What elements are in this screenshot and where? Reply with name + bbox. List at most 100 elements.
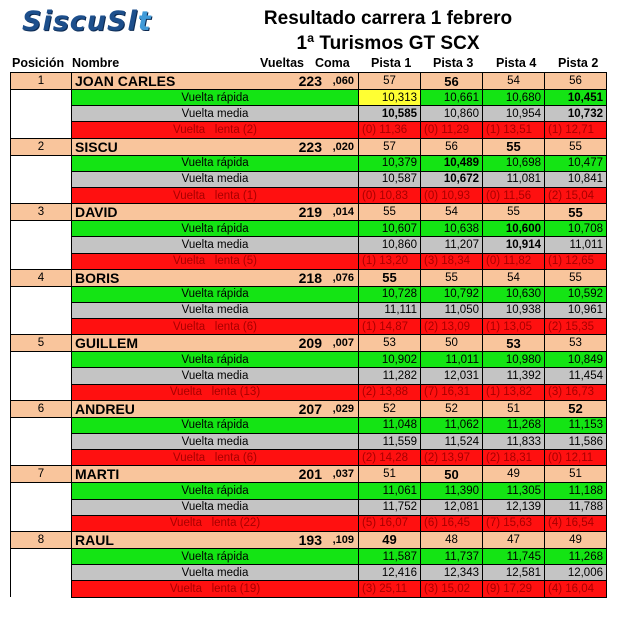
driver-name-cell: JOAN CARLES 223 ,060: [71, 72, 359, 90]
header-vueltas: Vueltas: [260, 56, 305, 70]
track-laps-cell: 57: [358, 72, 421, 90]
mean-lap-cell: 10,672: [420, 170, 483, 188]
header-pista3: Pista 3: [433, 56, 474, 70]
coma-value: ,076: [332, 271, 354, 284]
slow-lap-row: Vuelta lenta (6) (1) 14,87 (2) 13,09 (1) 13…: [10, 318, 607, 336]
fast-lap-cell: 10,592: [544, 285, 607, 303]
fast-lap-row: Vuelta rápida 10,902 11,011 10,980 10,849: [10, 351, 607, 369]
track-laps-cell: 51: [358, 465, 421, 484]
track-laps-cell: 56: [420, 72, 483, 90]
driver-row: 2 SISCU 223,020 57 56 55 55: [10, 137, 607, 156]
fast-lap-row: Vuelta rápida 11,587 11,737 11,745 11,268: [10, 547, 607, 566]
track-laps-cell: 53: [544, 334, 607, 353]
driver-name-cell: MARTI 201 ,037: [71, 465, 359, 484]
driver-row: 5 GUILLEM 209,007 53 50 53 53: [10, 334, 607, 353]
mean-lap-cell: 10,938: [482, 301, 545, 320]
fast-lap-label: Vuelta rápida: [71, 154, 359, 172]
mean-lap-cell: 11,392: [482, 367, 545, 385]
fast-lap-cell: 11,153: [544, 416, 607, 435]
track-laps-cell: 56: [544, 72, 607, 90]
fast-lap-label: Vuelta rápida: [71, 88, 359, 107]
position-cell: 6: [10, 399, 72, 418]
position-cell: 8: [10, 530, 72, 549]
mean-lap-cell: 12,006: [544, 564, 607, 582]
slow-lap-row: Vuelta lenta (2) (0) 11,36 (0) 11,29 (1) 13…: [10, 121, 607, 139]
slow-lap-row: Vuelta lenta (5) (1) 13,20 (3) 18,34 (0) 11…: [10, 252, 607, 270]
slow-lap-cell: (4) 16,54: [544, 514, 607, 532]
driver-row: 4 BORIS 218,076 55 55 54 55: [10, 268, 607, 287]
fast-lap-cell: 11,745: [482, 547, 545, 566]
track-laps-cell: 49: [482, 465, 545, 484]
mean-lap-cell: 10,914: [482, 236, 545, 254]
fast-lap-cell: 10,600: [482, 220, 545, 238]
coma-value: ,020: [332, 140, 354, 153]
slow-lap-cell: (2) 15,04: [544, 186, 607, 205]
slow-lap-cell: (2) 13,97: [420, 449, 483, 467]
mean-lap-cell: 12,081: [420, 498, 483, 516]
mean-lap-row: Vuelta media 10,585 10,860 10,954 10,732: [10, 105, 607, 123]
slow-lap-cell: (3) 18,34: [420, 252, 483, 270]
fast-lap-label: Vuelta rápida: [71, 285, 359, 303]
slow-lap-label: Vuelta lenta (1): [71, 186, 359, 205]
driver-row: 1 JOAN CARLES 223,060 57 56 54 56: [10, 72, 607, 90]
laps-value: 218: [298, 269, 322, 286]
track-laps-cell: 51: [482, 399, 545, 418]
fast-lap-cell: 11,062: [420, 416, 483, 435]
slow-lap-cell: (3) 16,73: [544, 383, 607, 401]
laps-value: 193: [298, 531, 322, 548]
mean-lap-cell: 12,416: [358, 564, 421, 582]
track-laps-cell: 54: [420, 203, 483, 222]
mean-lap-row: Vuelta media 10,587 10,672 11,081 10,841: [10, 170, 607, 188]
slow-lap-cell: (2) 13,09: [420, 318, 483, 336]
fast-lap-cell: 10,477: [544, 154, 607, 172]
mean-lap-label: Vuelta media: [71, 564, 359, 582]
slow-lap-label: Vuelta lenta (5): [71, 252, 359, 270]
fast-lap-row: Vuelta rápida 10,728 10,792 10,630 10,592: [10, 285, 607, 303]
driver-name: MARTI: [75, 466, 120, 483]
slow-lap-cell: (1) 13,20: [358, 252, 421, 270]
slow-lap-label: Vuelta lenta (2): [71, 121, 359, 139]
mean-lap-cell: 10,587: [358, 170, 421, 188]
driver-name: ANDREU: [75, 400, 135, 417]
fast-lap-cell: 10,313: [358, 88, 421, 107]
mean-lap-label: Vuelta media: [71, 367, 359, 385]
mean-lap-cell: 10,585: [358, 105, 421, 123]
fast-lap-cell: 10,661: [420, 88, 483, 107]
fast-lap-label: Vuelta rápida: [71, 351, 359, 369]
track-laps-cell: 49: [358, 530, 421, 549]
driver-row: 8 RAUL 193,109 49 48 47 49: [10, 530, 607, 549]
track-laps-cell: 52: [358, 399, 421, 418]
slow-lap-cell: (0) 10,93: [420, 186, 483, 205]
driver-name-cell: DAVID 219 ,014: [71, 203, 359, 222]
mean-lap-row: Vuelta media 11,559 11,524 11,833 11,586: [10, 432, 607, 451]
track-laps-cell: 54: [482, 268, 545, 287]
slow-lap-row: Vuelta lenta (6) (2) 14,28 (2) 13,97 (2) 18…: [10, 449, 607, 467]
position-cell: 1: [10, 72, 72, 90]
fast-lap-cell: 11,188: [544, 482, 607, 500]
driver-name-cell: BORIS 218 ,076: [71, 268, 359, 287]
fast-lap-cell: 10,630: [482, 285, 545, 303]
fast-lap-label: Vuelta rápida: [71, 482, 359, 500]
slow-lap-row: Vuelta lenta (13) (2) 13,88 (7) 16,31 (1) 1…: [10, 383, 607, 401]
fast-lap-row: Vuelta rápida 11,048 11,062 11,268 11,153: [10, 416, 607, 435]
mean-lap-cell: 11,524: [420, 432, 483, 451]
slow-lap-cell: (2) 18,31: [482, 449, 545, 467]
mean-lap-label: Vuelta media: [71, 170, 359, 188]
mean-lap-cell: 11,454: [544, 367, 607, 385]
track-laps-cell: 54: [482, 72, 545, 90]
fast-lap-cell: 11,061: [358, 482, 421, 500]
mean-lap-cell: 11,011: [544, 236, 607, 254]
driver-name-cell: ANDREU 207 ,029: [71, 399, 359, 418]
slow-lap-label: Vuelta lenta (19): [71, 580, 359, 598]
header-posicion: Posición: [12, 56, 65, 70]
track-laps-cell: 47: [482, 530, 545, 549]
laps-value: 201: [298, 466, 322, 483]
slow-lap-cell: (0) 10,83: [358, 186, 421, 205]
mean-lap-row: Vuelta media 11,111 11,050 10,938 10,961: [10, 301, 607, 320]
track-laps-cell: 55: [544, 137, 607, 156]
track-laps-cell: 56: [420, 137, 483, 156]
mean-lap-row: Vuelta media 10,860 11,207 10,914 11,011: [10, 236, 607, 254]
slow-lap-cell: (0) 11,56: [482, 186, 545, 205]
fast-lap-cell: 11,587: [358, 547, 421, 566]
mean-lap-cell: 10,841: [544, 170, 607, 188]
